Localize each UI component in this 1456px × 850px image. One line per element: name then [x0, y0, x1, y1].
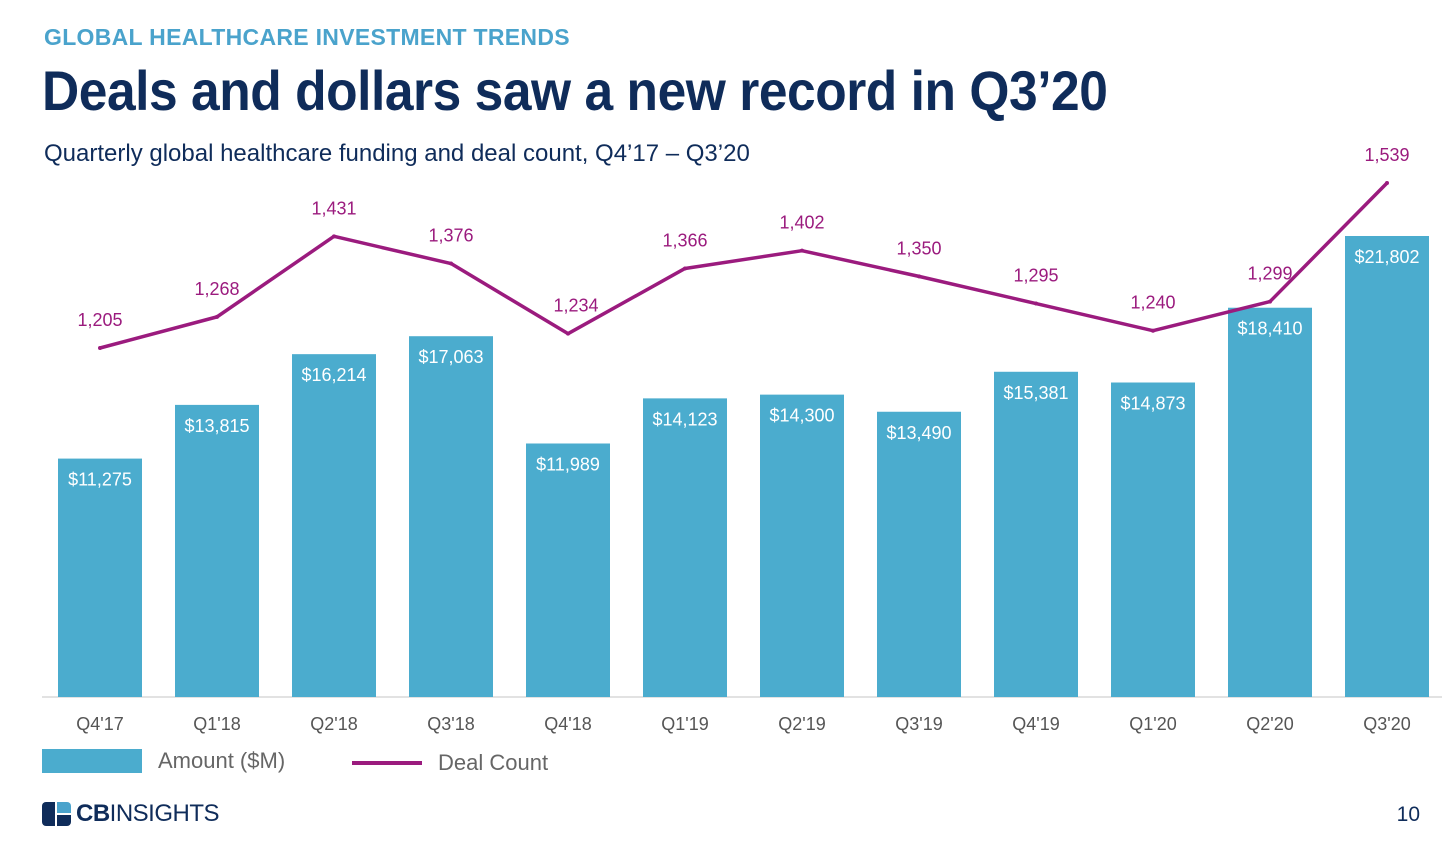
- deal-point-0: [98, 346, 102, 350]
- logo-text-bold: CB: [76, 800, 110, 827]
- cb-insights-logo: CBINSIGHTS: [42, 800, 220, 828]
- bar-value-label-2: $16,214: [301, 365, 366, 385]
- bar-value-label-10: $18,410: [1237, 319, 1302, 339]
- bar-value-label-5: $14,123: [652, 409, 717, 429]
- bar-value-label-6: $14,300: [769, 406, 834, 426]
- deal-point-3: [449, 261, 453, 266]
- deal-point-10: [1268, 299, 1272, 304]
- bar-value-label-3: $17,063: [418, 347, 483, 367]
- deal-value-label-8: 1,295: [1013, 266, 1058, 286]
- page-subtitle: Quarterly global healthcare funding and …: [44, 140, 750, 167]
- legend-amount-label: Amount ($M): [158, 748, 286, 773]
- deal-value-label-7: 1,350: [896, 238, 941, 258]
- deal-point-6: [800, 248, 804, 253]
- bar-0: [58, 458, 142, 697]
- bar-6: [760, 394, 844, 697]
- bar-5: [643, 398, 727, 697]
- bar-value-label-7: $13,490: [886, 423, 951, 443]
- deal-point-4: [566, 331, 570, 336]
- bar-8: [994, 371, 1078, 697]
- deal-point-11: [1385, 181, 1389, 185]
- bar-value-label-1: $13,815: [184, 416, 249, 436]
- x-tick-label-8: Q4'19: [1012, 714, 1059, 734]
- bar-7: [877, 411, 961, 697]
- legend-amount-swatch: [42, 749, 142, 773]
- deal-point-5: [683, 266, 687, 271]
- deal-value-label-6: 1,402: [779, 213, 824, 233]
- bar-2: [292, 354, 376, 697]
- legend-deal-swatch: [352, 761, 422, 765]
- bar-11: [1345, 236, 1429, 697]
- bar-value-label-4: $11,989: [536, 454, 600, 474]
- bar-value-label-0: $11,275: [68, 470, 132, 490]
- bar-10: [1228, 307, 1312, 697]
- deal-value-label-10: 1,299: [1247, 264, 1292, 284]
- x-tick-label-7: Q3'19: [895, 714, 942, 734]
- deal-value-label-2: 1,431: [311, 198, 356, 218]
- deal-point-8: [1034, 301, 1038, 306]
- bar-3: [409, 336, 493, 697]
- x-tick-label-0: Q4'17: [76, 714, 123, 734]
- x-tick-label-10: Q2'20: [1246, 714, 1293, 734]
- page-number: 10: [1396, 803, 1420, 826]
- deal-value-label-3: 1,376: [428, 226, 473, 246]
- kicker-text: GLOBAL HEALTHCARE INVESTMENT TRENDS: [44, 24, 570, 50]
- bar-1: [175, 404, 259, 697]
- x-tick-label-5: Q1'19: [661, 714, 708, 734]
- deal-point-7: [917, 274, 921, 279]
- deal-value-label-0: 1,205: [77, 310, 122, 330]
- deal-count-line: [99, 181, 1389, 350]
- legend-deal-label: Deal Count: [438, 750, 549, 775]
- deal-value-label-1: 1,268: [194, 279, 239, 299]
- x-tick-label-4: Q4'18: [544, 714, 591, 734]
- bar-4: [526, 443, 610, 697]
- bar-9: [1111, 382, 1195, 697]
- deal-value-label-11: 1,539: [1364, 145, 1409, 165]
- x-tick-label-9: Q1'20: [1129, 714, 1176, 734]
- x-tick-label-6: Q2'19: [778, 714, 825, 734]
- x-tick-label-2: Q2'18: [310, 714, 357, 734]
- deal-point-2: [332, 234, 336, 239]
- legend-deal-count: Deal Count: [352, 750, 548, 776]
- legend-amount: Amount ($M): [42, 748, 285, 774]
- x-tick-label-1: Q1'18: [193, 714, 240, 734]
- bar-value-label-8: $15,381: [1003, 383, 1068, 403]
- logo-text-rest: INSIGHTS: [109, 800, 220, 827]
- x-tick-label-3: Q3'18: [427, 714, 474, 734]
- deal-value-label-4: 1,234: [553, 296, 598, 316]
- bar-value-label-11: $21,802: [1354, 247, 1419, 267]
- x-tick-label-11: Q3'20: [1363, 714, 1410, 734]
- deal-value-label-9: 1,240: [1130, 293, 1175, 313]
- page-title: Deals and dollars saw a new record in Q3…: [42, 59, 1108, 122]
- bar-value-label-9: $14,873: [1120, 394, 1185, 414]
- deal-point-1: [215, 314, 219, 319]
- deal-point-9: [1151, 328, 1155, 333]
- deal-value-label-5: 1,366: [662, 230, 707, 250]
- cb-logo-icon: [42, 802, 72, 826]
